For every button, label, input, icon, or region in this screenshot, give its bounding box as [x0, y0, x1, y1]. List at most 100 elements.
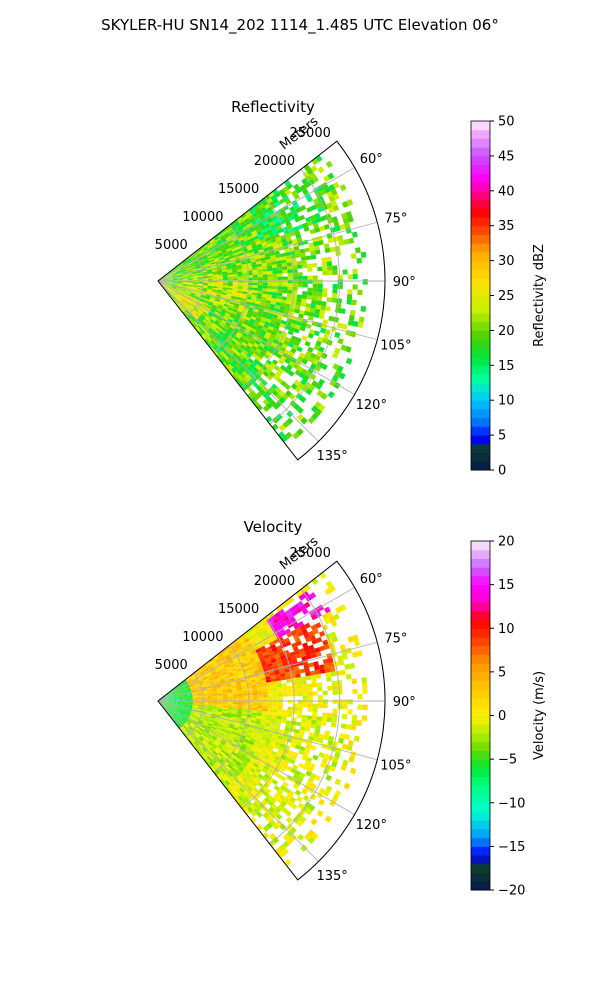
radar-gate: [236, 761, 242, 767]
radar-gate: [234, 676, 240, 680]
radar-gate: [274, 307, 280, 313]
radar-gate: [175, 690, 181, 693]
radar-gate: [250, 676, 256, 681]
radar-gate: [224, 679, 231, 683]
radar-gate: [336, 365, 344, 373]
radar-gate: [206, 673, 212, 677]
radar-gate: [265, 788, 272, 795]
radar-gate: [231, 685, 237, 689]
radar-gate: [176, 273, 182, 276]
radar-gate: [190, 723, 196, 728]
radar-gate: [197, 706, 203, 709]
radar-gate: [166, 692, 171, 696]
range-ring: [269, 588, 341, 845]
radar-gate: [187, 697, 193, 699]
radar-gate: [272, 270, 278, 274]
colorbar-segment: [471, 147, 490, 157]
radar-gate: [235, 260, 241, 264]
radar-gate: [257, 632, 264, 638]
radar-gate: [172, 277, 178, 279]
radar-gate: [205, 735, 211, 741]
radar-gate: [305, 675, 312, 681]
radar-gate: [165, 287, 170, 291]
radar-gate: [204, 249, 210, 254]
radar-gate: [226, 729, 233, 733]
radar-gate: [186, 719, 192, 724]
radar-gate: [230, 717, 236, 722]
radar-gate: [300, 322, 307, 328]
radar-gate: [174, 711, 180, 715]
radar-gate: [166, 692, 171, 696]
radar-gate: [267, 347, 274, 354]
radar-gate: [206, 267, 212, 271]
radar-gate: [246, 642, 253, 648]
radar-gate: [227, 272, 233, 275]
radar-gate: [260, 721, 266, 726]
radar-gate: [295, 721, 302, 727]
radar-gate: [327, 391, 335, 399]
radar-gate: [170, 269, 175, 273]
radar-gate: [203, 679, 210, 683]
radar-gate: [197, 282, 203, 285]
radar-gate: [305, 323, 312, 330]
radar-gate: [207, 676, 214, 680]
radar-gate: [262, 691, 268, 695]
radar-gate: [167, 699, 173, 701]
radar-gate: [286, 678, 292, 683]
radar-gate: [201, 327, 207, 333]
radar-gate: [237, 728, 243, 733]
radar-gate: [278, 844, 286, 852]
radar-gate: [221, 293, 227, 297]
radar-gate: [202, 705, 208, 708]
radar-gate: [200, 741, 206, 747]
colorbar-tick-label: 50: [498, 115, 515, 130]
radar-gate: [307, 707, 313, 712]
range-tick-label: 10000: [182, 630, 223, 645]
radar-gate: [161, 284, 166, 288]
radar-gate: [180, 710, 186, 714]
radar-gate: [327, 237, 334, 244]
radar-gate: [305, 350, 312, 357]
radar-gate: [261, 296, 267, 301]
radar-gate: [176, 690, 181, 694]
radar-gate: [279, 639, 286, 646]
radar-gate: [227, 307, 233, 311]
radar-gate: [268, 191, 275, 198]
radar-gate: [224, 734, 230, 739]
radar-gate: [303, 646, 310, 652]
radar-gate: [271, 761, 278, 768]
radar-gate: [271, 330, 278, 336]
radar-gate: [242, 688, 248, 692]
radar-gate: [202, 704, 208, 706]
radar-gate: [292, 751, 299, 758]
radar-gate: [294, 744, 301, 750]
range-tick-label: 20000: [254, 574, 295, 589]
radar-gate: [212, 287, 218, 290]
radar-gate: [262, 370, 269, 377]
radar-gate: [292, 431, 300, 440]
radar-gate: [211, 268, 217, 271]
radar-gate: [250, 297, 257, 301]
radar-gate: [230, 295, 237, 299]
radar-gate: [225, 772, 231, 779]
radar-gate: [275, 656, 282, 662]
radar-gate: [254, 740, 260, 745]
radar-gate: [277, 749, 284, 755]
radar-gate: [222, 703, 228, 706]
radar-gate: [202, 675, 208, 680]
radar-gate: [242, 704, 248, 708]
radar-gate: [211, 713, 217, 717]
radar-gate: [256, 391, 263, 398]
radar-gate: [278, 309, 285, 314]
radar-gate: [232, 307, 239, 311]
radar-gate: [201, 711, 207, 714]
radar-gate: [232, 669, 238, 674]
radar-gate: [321, 363, 328, 371]
radar-gate: [342, 653, 349, 660]
radar-gate: [307, 356, 315, 364]
radar-gate: [189, 724, 195, 729]
radar-gate: [307, 699, 313, 704]
radar-gate: [218, 352, 224, 359]
radar-gate: [179, 266, 185, 270]
radar-gate: [184, 729, 190, 735]
